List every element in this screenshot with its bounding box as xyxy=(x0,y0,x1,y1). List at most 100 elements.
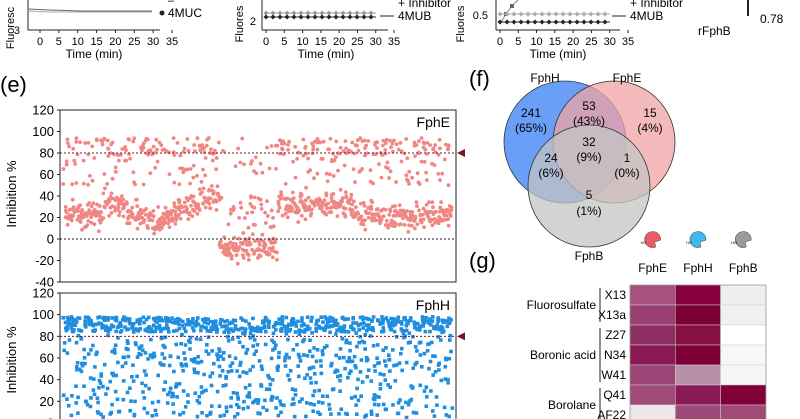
fphe-point xyxy=(199,180,204,184)
fphe-point xyxy=(280,213,285,218)
fphh-point xyxy=(381,318,386,322)
y-tick-label: 100 xyxy=(32,307,54,322)
fphh-point xyxy=(340,316,345,320)
fphe-point xyxy=(125,209,130,214)
fphe-point xyxy=(241,231,246,235)
fphe-threshold-arrow-icon xyxy=(457,149,465,157)
fphh-point xyxy=(206,321,210,326)
fphh-point xyxy=(188,335,193,340)
fphh-point xyxy=(378,372,382,376)
fphh-point xyxy=(77,328,81,332)
fphh-point xyxy=(148,329,152,334)
fphh-point xyxy=(354,365,358,370)
fphh-point xyxy=(70,316,74,321)
fphh-point xyxy=(102,318,107,322)
fphh-point xyxy=(325,317,330,322)
fphh-point xyxy=(377,395,381,399)
fphh-point xyxy=(371,315,376,319)
fphh-point xyxy=(264,317,269,322)
fphh-point xyxy=(92,392,97,397)
fphh-point xyxy=(160,327,164,332)
fphe-point xyxy=(332,158,337,163)
fphe-point xyxy=(343,214,348,219)
fphe-point xyxy=(260,170,265,175)
fphh-point xyxy=(233,414,237,419)
fphe-point xyxy=(406,230,411,234)
fphh-point xyxy=(69,413,74,418)
fphh-point xyxy=(80,361,84,366)
fphe-point xyxy=(78,220,83,225)
fphh-point xyxy=(349,369,353,373)
fphh-point xyxy=(263,315,268,320)
fphh-point xyxy=(352,354,357,359)
fphh-point xyxy=(142,369,147,373)
fphe-point xyxy=(277,151,282,156)
fphe-point xyxy=(320,205,324,210)
fphe-point xyxy=(286,148,290,152)
fphh-point xyxy=(330,319,335,323)
fphh-point xyxy=(65,351,70,355)
fphe-point xyxy=(399,149,404,154)
fphh-point xyxy=(122,355,127,360)
fphh-point xyxy=(404,328,409,333)
fphh-point xyxy=(135,374,139,379)
fphh-point xyxy=(399,320,404,324)
fphh-point xyxy=(360,339,365,344)
fphh-point xyxy=(121,379,126,383)
fphh-point xyxy=(297,355,302,359)
fphe-point xyxy=(414,200,419,205)
fphe-point xyxy=(177,207,182,212)
fphe-point xyxy=(173,221,178,226)
fphe-point xyxy=(407,223,411,228)
venn-pct-b-only: (1%) xyxy=(576,204,601,218)
venn-pct-e-only: (4%) xyxy=(637,121,662,135)
fphh-point xyxy=(62,341,67,345)
fphh-point xyxy=(94,352,98,357)
fphh-point xyxy=(63,320,68,325)
fphh-point xyxy=(360,380,365,384)
fphe-point xyxy=(101,191,106,196)
fphh-point xyxy=(411,410,416,415)
fphh-point xyxy=(314,327,318,331)
fphh-point xyxy=(283,355,288,360)
fphh-point xyxy=(177,322,181,326)
fphe-point xyxy=(207,201,212,206)
top-left-legend-marker xyxy=(159,10,165,16)
fphh-point xyxy=(387,357,392,362)
fphh-point xyxy=(192,367,197,372)
series-marker xyxy=(588,19,594,25)
fphe-point xyxy=(362,204,367,208)
fphe-point xyxy=(299,213,304,218)
fphh-point xyxy=(76,411,80,415)
fphh-point xyxy=(290,322,295,327)
fphe-point xyxy=(249,195,253,200)
fphh-point xyxy=(69,323,74,327)
fphe-point xyxy=(296,220,301,225)
fphe-point xyxy=(99,210,103,215)
top-left-kinetics-panel: Fluoresc 3 0 5 10 15 20 25 30 35 Time (min) – 4… xyxy=(5,0,202,61)
fphh-point xyxy=(113,343,118,347)
fphh-point xyxy=(407,331,412,335)
fphe-point xyxy=(404,173,409,178)
fphh-point xyxy=(188,347,192,351)
venn-pct-h-e: (43%) xyxy=(573,114,605,128)
fphh-point xyxy=(320,401,325,405)
fphh-point xyxy=(367,317,371,322)
fphe-point xyxy=(196,202,201,207)
fphh-point xyxy=(206,317,211,322)
fphh-point xyxy=(375,413,379,417)
fphe-point xyxy=(394,142,399,147)
fphe-point xyxy=(274,166,278,171)
fphh-point xyxy=(425,349,430,353)
fphh-point xyxy=(237,374,242,379)
fphh-point xyxy=(222,330,226,334)
fphe-point xyxy=(135,204,140,209)
venn-count-b-only: 5 xyxy=(586,188,593,202)
fphe-point xyxy=(370,200,375,205)
fphe-point xyxy=(329,196,334,200)
fphe-point xyxy=(364,143,368,148)
fphh-point xyxy=(192,328,196,333)
fphh-point xyxy=(418,353,423,357)
fphh-point xyxy=(126,327,130,331)
